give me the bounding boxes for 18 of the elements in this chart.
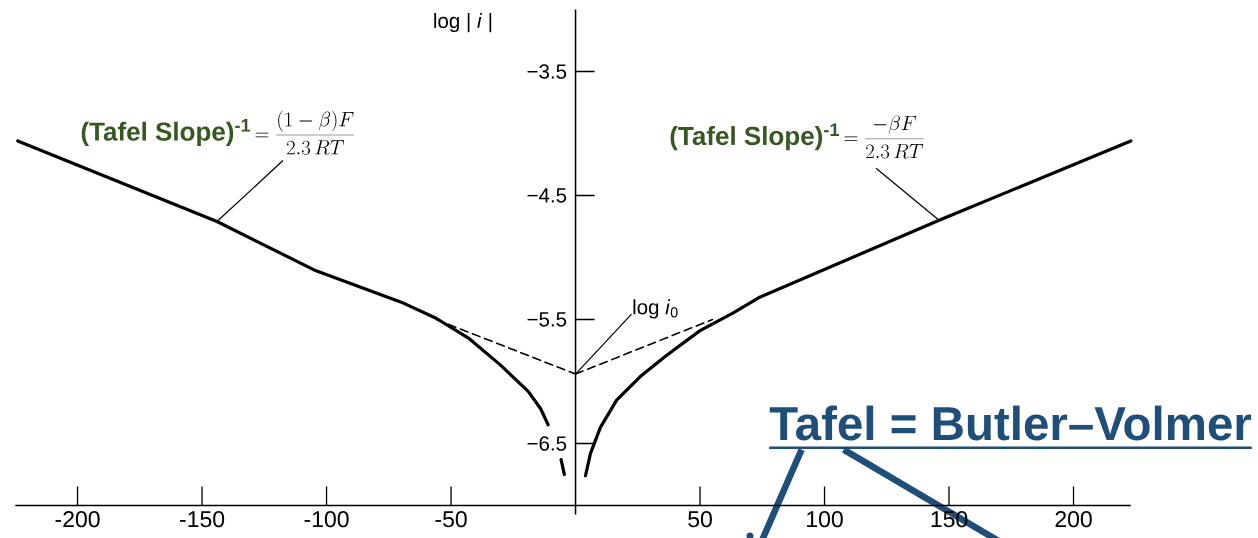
y-axis-title: log | i | xyxy=(434,13,492,33)
x-tick-label: -100 xyxy=(304,511,349,528)
x-tick-label: 100 xyxy=(807,511,843,528)
annotation: $= \frac{-\beta F}{2.3\,RT}$ xyxy=(844,115,924,159)
annotation: (Tafel Slope)$^{-1}$ xyxy=(81,119,251,146)
annotation: log i$_{0}$ xyxy=(633,299,678,319)
x-tick-label: 50 xyxy=(688,511,712,528)
y-tick-label: −3.5 xyxy=(527,64,567,79)
x-tick-label: -50 xyxy=(435,511,467,528)
y-tick-label: −5.5 xyxy=(527,312,567,327)
y-tick-label: −6.5 xyxy=(527,436,567,451)
x-tick-label: -200 xyxy=(55,511,100,528)
annotation: (Tafel Slope)$^{-1}$ xyxy=(670,123,840,151)
y-tick-label: −4.5 xyxy=(527,188,567,203)
x-tick-label: -150 xyxy=(180,511,225,528)
annotation: Tafel = Butler–Volmer xyxy=(769,405,1252,441)
annotation: $= \frac{(1-\beta)F}{2.3\,RT}$ xyxy=(255,110,355,155)
x-tick-label: 200 xyxy=(1055,511,1092,528)
